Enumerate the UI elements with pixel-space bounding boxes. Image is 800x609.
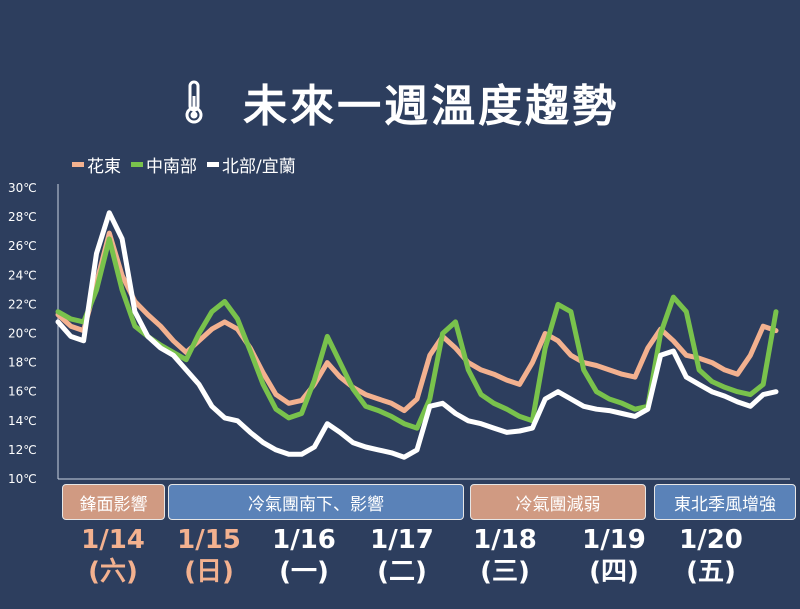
legend-label: 花東 bbox=[87, 157, 121, 177]
phase-band: 冷氣團南下、影響 bbox=[168, 484, 464, 520]
day-date: 1/20 bbox=[679, 525, 743, 555]
title-text: 未來一週溫度趨勢 bbox=[243, 81, 620, 132]
y-tick-label: 22℃ bbox=[8, 297, 37, 311]
day-date: 1/19 bbox=[582, 525, 646, 555]
day-weekday: (六) bbox=[88, 557, 138, 587]
day-date: 1/15 bbox=[177, 525, 241, 555]
y-tick-label: 26℃ bbox=[8, 239, 37, 253]
day-weekday: (四) bbox=[589, 557, 639, 587]
day-weekday: (一) bbox=[279, 557, 329, 587]
y-tick-label: 16℃ bbox=[8, 385, 37, 399]
day-label: 1/19 (四) bbox=[564, 524, 664, 588]
day-label: 1/18 (三) bbox=[455, 524, 555, 588]
y-tick-label: 18℃ bbox=[8, 356, 37, 370]
legend-item: 中南部 bbox=[131, 152, 197, 177]
legend-item: 北部/宜蘭 bbox=[207, 152, 296, 177]
day-weekday: (三) bbox=[480, 557, 530, 587]
thermometer-icon bbox=[185, 80, 203, 124]
day-date: 1/16 bbox=[272, 525, 336, 555]
day-label: 1/17 (二) bbox=[352, 524, 452, 588]
day-weekday: (五) bbox=[686, 557, 736, 587]
day-label: 1/20 (五) bbox=[661, 524, 761, 588]
day-date: 1/17 bbox=[370, 525, 434, 555]
page-title: 未來一週溫度趨勢 bbox=[0, 70, 800, 134]
legend-label: 北部/宜蘭 bbox=[222, 157, 296, 177]
y-tick-label: 30℃ bbox=[8, 181, 37, 195]
legend-swatch bbox=[131, 162, 143, 167]
day-label: 1/16 (一) bbox=[254, 524, 354, 588]
legend-label: 中南部 bbox=[146, 157, 197, 177]
chart-axes: 30℃ 28℃ 26℃ 24℃ 22℃ 20℃ 18℃ 16℃ 14℃ 12℃ 10℃ bbox=[8, 181, 790, 486]
legend-swatch bbox=[207, 162, 219, 167]
y-tick-label: 28℃ bbox=[8, 210, 37, 224]
y-tick-label: 12℃ bbox=[8, 443, 37, 457]
day-label: 1/14 (六) bbox=[63, 524, 163, 588]
phase-band: 鋒面影響 bbox=[62, 484, 165, 520]
y-tick-label: 10℃ bbox=[8, 472, 37, 486]
phase-band: 東北季風增強 bbox=[654, 484, 796, 520]
day-weekday: (日) bbox=[184, 557, 234, 587]
day-date: 1/18 bbox=[473, 525, 537, 555]
day-weekday: (二) bbox=[377, 557, 427, 587]
phase-band: 冷氣團減弱 bbox=[470, 484, 646, 520]
day-date: 1/14 bbox=[81, 525, 145, 555]
legend-swatch bbox=[72, 162, 84, 167]
y-tick-label: 14℃ bbox=[8, 414, 37, 428]
series-line-0 bbox=[55, 230, 779, 414]
series-line-2 bbox=[55, 210, 779, 460]
y-tick-label: 20℃ bbox=[8, 327, 37, 341]
day-label: 1/15 (日) bbox=[159, 524, 259, 588]
chart-lines bbox=[55, 210, 779, 460]
legend-item: 花東 bbox=[72, 152, 121, 177]
chart-legend: 花東 中南部 北部/宜蘭 bbox=[72, 152, 296, 177]
y-tick-label: 24℃ bbox=[8, 268, 37, 282]
series-line-1 bbox=[55, 236, 779, 431]
